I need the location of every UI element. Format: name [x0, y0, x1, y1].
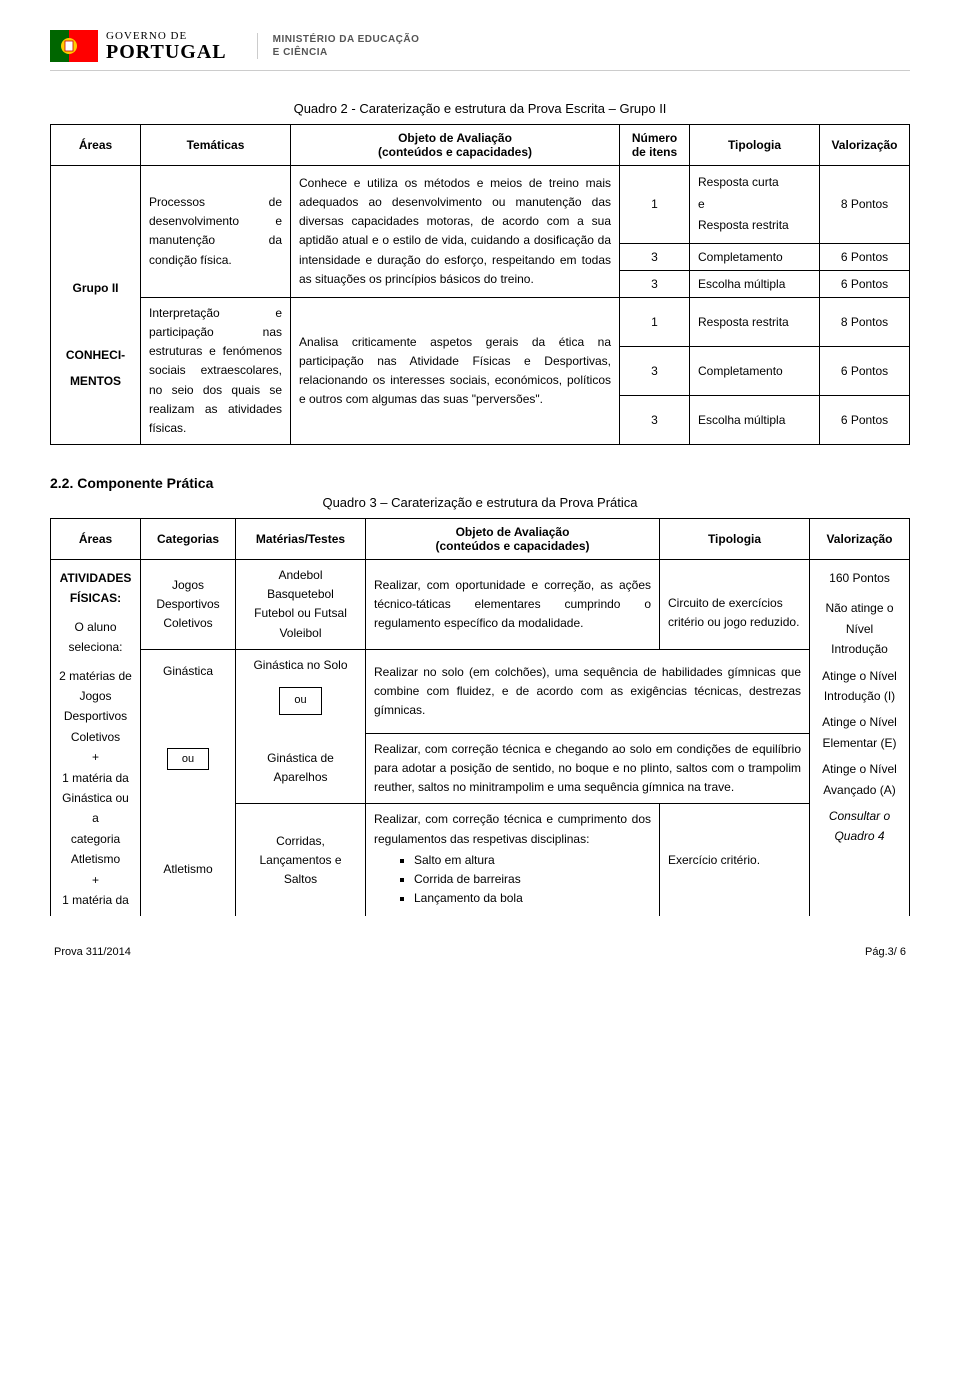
cell-tematica2: Interpretação e participação nas estrutu… [141, 297, 291, 444]
th-materias: Matérias/Testes [236, 519, 366, 560]
th-tipologia: Tipologia [660, 519, 810, 560]
footer-right: Pág.3/ 6 [865, 946, 906, 958]
th-valorizacao: Valorização [820, 125, 910, 166]
cell-mat3: Corridas, Lançamentos e Saltos [236, 804, 366, 916]
gov-logo: GOVERNO DE PORTUGAL [50, 30, 227, 62]
cell-mat2b: Ginástica de Aparelhos [236, 733, 366, 804]
th-areas: Áreas [51, 519, 141, 560]
cell-obj2: Realizar no solo (em colchões), uma sequ… [366, 649, 810, 733]
th-objeto: Objeto de Avaliação (conteúdos e capacid… [291, 125, 620, 166]
cell-val-block: 160 Pontos Não atinge o Nível Introdução… [810, 560, 910, 917]
th-valorizacao: Valorização [810, 519, 910, 560]
ou-box: ou [167, 748, 209, 770]
cell-val: 8 Pontos [820, 297, 910, 346]
ministry-text: MINISTÉRIO DA EDUCAÇÃO E CIÊNCIA [257, 33, 420, 59]
cell-obj1: Realizar, com oportunidade e correção, a… [366, 560, 660, 650]
cell-tip: Escolha múltipla [690, 395, 820, 444]
th-numero: Número de itens [620, 125, 690, 166]
cell-cat2: Ginástica ou [141, 649, 236, 804]
cell-val: 6 Pontos [820, 270, 910, 297]
footer-left: Prova 311/2014 [54, 946, 131, 958]
cell-n: 3 [620, 270, 690, 297]
section-heading: 2.2. Componente Prática [50, 475, 910, 491]
gov-text: GOVERNO DE PORTUGAL [106, 31, 227, 62]
th-objeto: Objeto de Avaliação (conteúdos e capacid… [366, 519, 660, 560]
cell-n: 1 [620, 297, 690, 346]
cell-tip4: Exercício critério. [660, 804, 810, 916]
table2-caption: Quadro 3 – Caraterização e estrutura da … [50, 495, 910, 510]
gov-line2: PORTUGAL [106, 42, 227, 62]
cell-tip: Escolha múltipla [690, 270, 820, 297]
cell-cat3: Atletismo [141, 804, 236, 916]
cell-tip: Completamento [690, 346, 820, 395]
cell-n: 3 [620, 346, 690, 395]
th-areas: Áreas [51, 125, 141, 166]
table-quadro3: Áreas Categorias Matérias/Testes Objeto … [50, 518, 910, 916]
cell-obj4: Realizar, com correção técnica e cumprim… [366, 804, 660, 916]
cell-val: 6 Pontos [820, 395, 910, 444]
gov-line1: GOVERNO DE [106, 31, 227, 42]
cell-val: 6 Pontos [820, 346, 910, 395]
cell-tip: Completamento [690, 243, 820, 270]
cell-areas-block: ATIVIDADES FÍSICAS: O aluno seleciona: 2… [51, 560, 141, 917]
page: GOVERNO DE PORTUGAL MINISTÉRIO DA EDUCAÇ… [0, 0, 960, 978]
table-quadro2: Áreas Temáticas Objeto de Avaliação (con… [50, 124, 910, 445]
cell-objeto2: Analisa criticamente aspetos gerais da é… [291, 297, 620, 444]
cell-tip1: Circuito de exercícios critério ou jogo … [660, 560, 810, 650]
cell-mat2a: Ginástica no Solo ou [236, 649, 366, 733]
th-categorias: Categorias [141, 519, 236, 560]
cell-val: 6 Pontos [820, 243, 910, 270]
cell-tip: Resposta restrita [690, 297, 820, 346]
cell-mat1: Andebol Basquetebol Futebol ou Futsal Vo… [236, 560, 366, 650]
th-tipologia: Tipologia [690, 125, 820, 166]
page-header: GOVERNO DE PORTUGAL MINISTÉRIO DA EDUCAÇ… [50, 30, 910, 71]
portugal-flag-icon [50, 30, 98, 62]
table1-caption: Quadro 2 - Caraterização e estrutura da … [50, 101, 910, 116]
cell-n: 3 [620, 243, 690, 270]
cell-objeto1: Conhece e utiliza os métodos e meios de … [291, 166, 620, 298]
cell-n: 3 [620, 395, 690, 444]
page-footer: Prova 311/2014 Pág.3/ 6 [50, 946, 910, 958]
cell-areas: Grupo II CONHECI- MENTOS [51, 166, 141, 445]
cell-val: 8 Pontos [820, 166, 910, 244]
th-tematicas: Temáticas [141, 125, 291, 166]
cell-n: 1 [620, 166, 690, 244]
cell-tematica1: Processos de desenvolvimento e manutençã… [141, 166, 291, 298]
cell-cat1: Jogos Desportivos Coletivos [141, 560, 236, 650]
ou-box: ou [279, 687, 321, 715]
cell-obj3: Realizar, com correção técnica e chegand… [366, 733, 810, 804]
cell-tip: Resposta curta e Resposta restrita [690, 166, 820, 244]
